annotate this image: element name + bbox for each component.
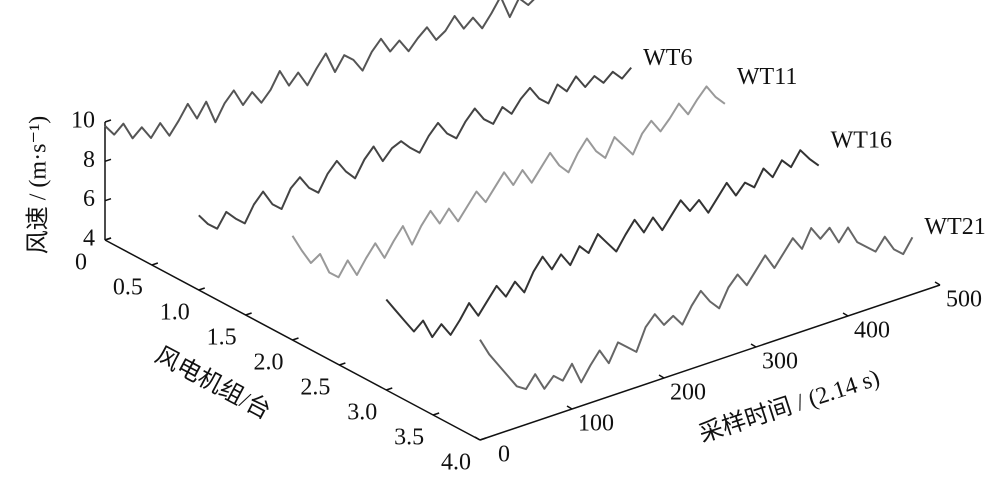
x-tick-label: 300 bbox=[762, 349, 798, 375]
z-tick bbox=[339, 362, 346, 366]
y-tick bbox=[104, 158, 112, 163]
x-axis-title: 采样时间 / (2.14 s) bbox=[696, 364, 883, 448]
series-line bbox=[291, 85, 726, 279]
x-tick bbox=[842, 312, 849, 317]
y-tick-label: 10 bbox=[71, 108, 95, 134]
z-tick bbox=[292, 337, 299, 341]
y-tick-label: 6 bbox=[83, 186, 95, 212]
z-tick bbox=[151, 262, 159, 266]
y-tick-label: 4 bbox=[83, 226, 95, 252]
x-tick-label: 0 bbox=[498, 442, 510, 468]
z-tick bbox=[104, 237, 112, 241]
z-tick bbox=[386, 387, 393, 391]
x-tick bbox=[658, 374, 665, 379]
z-tick-label: 1.5 bbox=[207, 325, 237, 351]
x-tick-label: 100 bbox=[578, 411, 614, 437]
series-line bbox=[198, 66, 632, 230]
x-axis bbox=[479, 284, 941, 441]
y-tick bbox=[104, 197, 112, 202]
x-tick-label: 200 bbox=[670, 380, 706, 406]
z-tick-label: 3.0 bbox=[347, 400, 377, 426]
x-tick bbox=[566, 405, 573, 410]
series-label: WT11 bbox=[737, 64, 797, 90]
series-line bbox=[104, 0, 535, 140]
z-tick bbox=[479, 437, 487, 441]
z-tick-label: 0 bbox=[75, 250, 87, 276]
series-label: WT16 bbox=[831, 128, 892, 154]
z-tick-label: 2.0 bbox=[254, 350, 284, 376]
z-tick-label: 3.5 bbox=[394, 425, 424, 451]
series-line bbox=[479, 226, 914, 391]
x-tick-label: 500 bbox=[946, 287, 982, 313]
y-tick-label: 8 bbox=[83, 147, 95, 173]
z-tick-label: 2.5 bbox=[300, 375, 330, 401]
series-label: WT21 bbox=[924, 214, 985, 240]
z-tick bbox=[432, 412, 440, 416]
x-tick-label: 400 bbox=[854, 318, 890, 344]
z-tick bbox=[245, 312, 252, 316]
z-tick bbox=[198, 287, 205, 291]
x-tick bbox=[750, 343, 757, 348]
z-tick-label: 4.0 bbox=[441, 450, 471, 476]
z-tick-label: 0.5 bbox=[113, 275, 143, 301]
y-axis-title: 风速 / (m·s⁻¹) bbox=[25, 116, 52, 255]
z-tick-label: 1.0 bbox=[160, 300, 190, 326]
series-line bbox=[385, 149, 820, 339]
x-tick bbox=[934, 281, 941, 286]
x-tick bbox=[474, 436, 481, 441]
series-label: WT6 bbox=[643, 45, 692, 71]
y-tick bbox=[104, 119, 112, 123]
